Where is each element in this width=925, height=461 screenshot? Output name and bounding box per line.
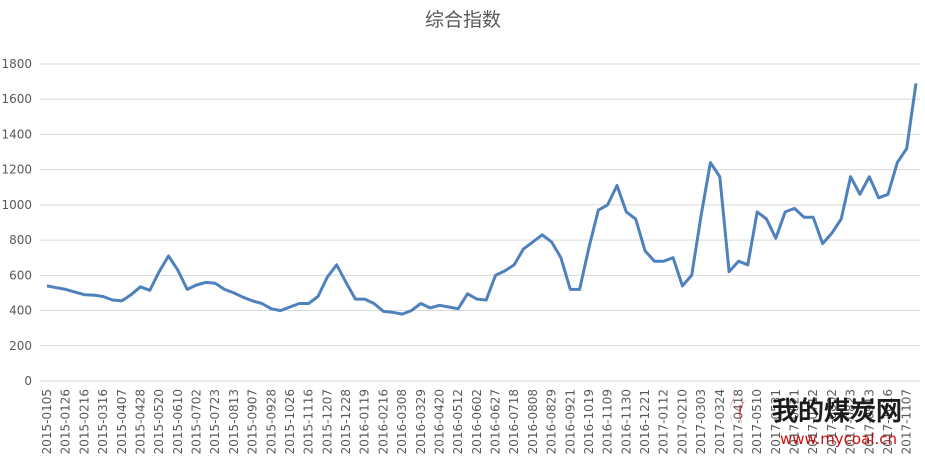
x-tick-label: 2017-1016 — [881, 389, 895, 454]
watermark: 我的煤炭网 www.mycoal.cn — [729, 392, 902, 448]
y-tick-label: 0 — [24, 374, 32, 388]
x-tick-label: 2015-0216 — [77, 389, 91, 454]
x-tick-label: 2016-0602 — [470, 389, 484, 454]
y-tick-label: 600 — [9, 268, 32, 282]
watermark-url: www.mycoal.cn — [780, 430, 897, 448]
x-tick-label: 2017-0712 — [806, 389, 820, 454]
x-tick-label: 2015-0428 — [133, 389, 147, 454]
x-tick-label: 2016-0308 — [395, 389, 409, 454]
x-tick-label: 2015-1207 — [320, 389, 334, 454]
y-tick-label: 800 — [9, 233, 32, 247]
x-tick-label: 2017-0621 — [788, 389, 802, 454]
x-tick-label: 2015-0126 — [59, 389, 73, 454]
y-tick-label: 200 — [9, 339, 32, 353]
x-tick-label: 2015-0702 — [190, 389, 204, 454]
watermark-name: 我的煤炭网 — [772, 396, 902, 427]
y-tick-label: 1800 — [1, 57, 32, 71]
x-tick-label: 2017-0210 — [675, 389, 689, 454]
x-tick-label: 2015-0316 — [96, 389, 110, 454]
x-tick-label: 2015-0813 — [227, 389, 241, 454]
y-tick-label: 1000 — [1, 198, 32, 212]
x-tick-label: 2015-1228 — [339, 389, 353, 454]
x-tick-label: 2016-0119 — [358, 389, 372, 454]
x-tick-label: 2016-0329 — [414, 389, 428, 454]
x-tick-label: 2016-0829 — [545, 389, 559, 454]
x-tick-label: 2017-0303 — [694, 389, 708, 454]
x-tick-label: 2015-1026 — [283, 389, 297, 454]
x-tick-label: 2017-0112 — [657, 389, 671, 454]
x-tick-label: 2015-0407 — [115, 389, 129, 454]
x-tick-label: 2015-0928 — [264, 389, 278, 454]
x-tick-label: 2016-0921 — [563, 389, 577, 454]
x-tick-label: 2016-0512 — [451, 389, 465, 454]
x-tick-label: 2016-1109 — [601, 389, 615, 454]
x-tick-label: 2017-0324 — [713, 389, 727, 454]
x-tick-label: 2017-0823 — [844, 389, 858, 454]
x-tick-label: 2016-1221 — [638, 389, 652, 454]
x-tick-label: 2015-0723 — [208, 389, 222, 454]
x-tick-label: 2015-0907 — [246, 389, 260, 454]
chart-title: 综合指数 — [425, 9, 501, 31]
x-tick-label: 2015-0520 — [152, 389, 166, 454]
x-tick-label: 2015-0610 — [171, 389, 185, 454]
x-tick-label: 2016-0216 — [376, 389, 390, 454]
y-tick-label: 1600 — [1, 92, 32, 106]
x-tick-label: 2016-0808 — [526, 389, 540, 454]
x-tick-label: 2016-1130 — [619, 389, 633, 454]
x-tick-label: 2017-0802 — [825, 389, 839, 454]
x-tick-label: 2016-0420 — [432, 389, 446, 454]
y-tick-label: 1400 — [1, 127, 32, 141]
y-tick-label: 400 — [9, 304, 32, 318]
x-tick-label: 2017-0531 — [769, 389, 783, 454]
data-line — [46, 83, 918, 316]
x-tick-label: 2016-0718 — [507, 389, 521, 454]
x-tick-label: 2015-1116 — [302, 389, 316, 454]
x-tick-label: 2016-0627 — [489, 389, 503, 454]
x-tick-label: 2017-0913 — [862, 389, 876, 454]
x-tick-label: 2015-0105 — [40, 389, 54, 454]
x-tick-label: 2016-1019 — [582, 389, 596, 454]
x-tick-label: 2017-0418 — [731, 389, 745, 454]
x-tick-label: 2017-1107 — [900, 389, 914, 454]
x-tick-label: 2017-0510 — [750, 389, 764, 454]
y-tick-label: 1200 — [1, 163, 32, 177]
